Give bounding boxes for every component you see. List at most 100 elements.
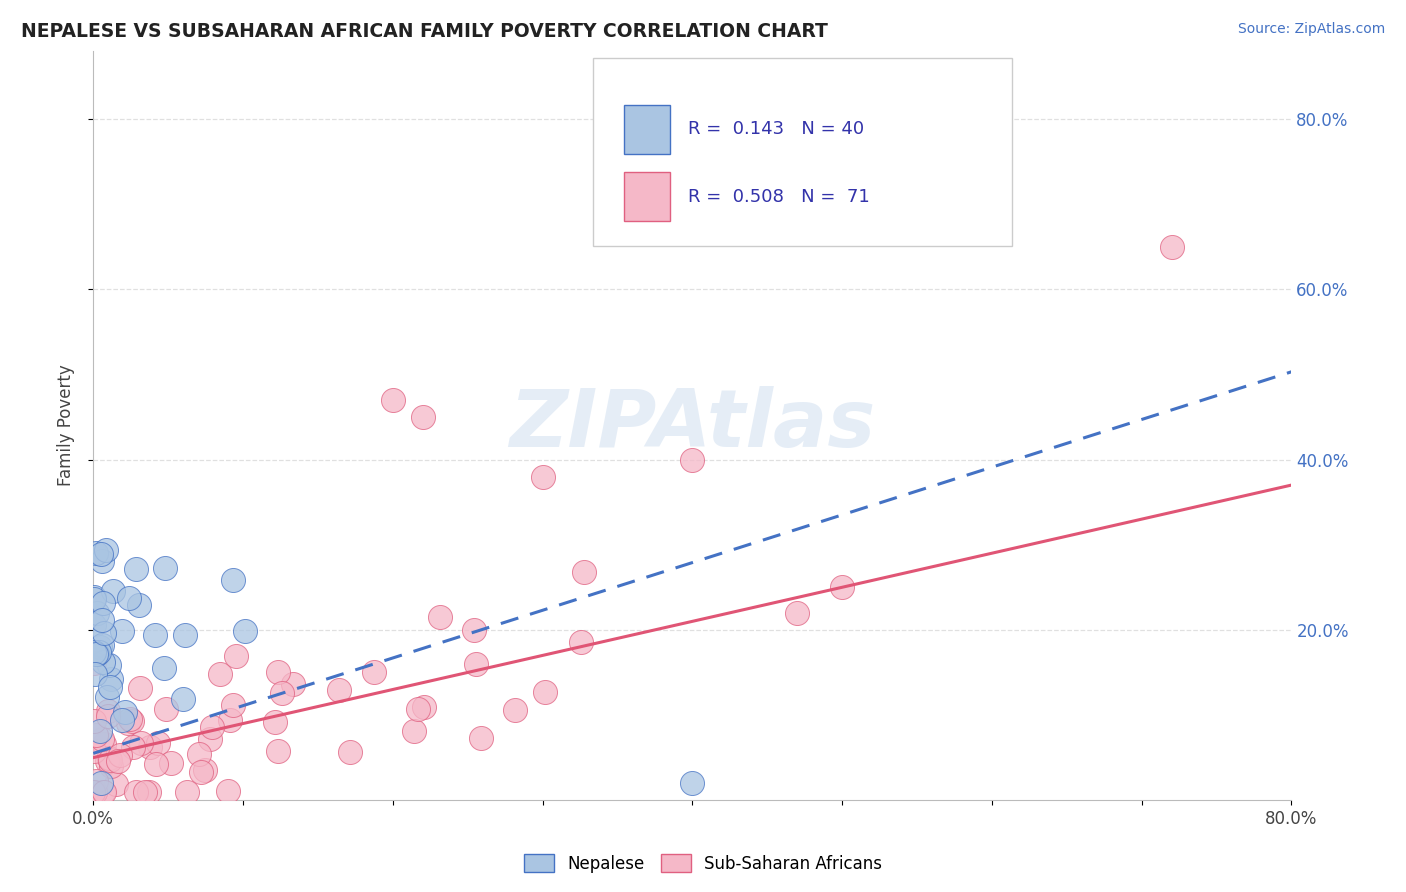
Point bbox=[681, 776, 703, 790]
Point bbox=[138, 739, 160, 754]
Point bbox=[93, 785, 115, 799]
Point bbox=[339, 745, 361, 759]
Point bbox=[98, 750, 121, 764]
Point bbox=[89, 640, 111, 654]
Point bbox=[90, 638, 112, 652]
Point bbox=[194, 763, 217, 777]
Point bbox=[83, 785, 105, 799]
Point bbox=[122, 739, 145, 754]
Point bbox=[128, 598, 150, 612]
Point bbox=[91, 613, 114, 627]
Point bbox=[100, 672, 122, 686]
Point bbox=[97, 657, 120, 672]
Point bbox=[208, 667, 231, 681]
Point bbox=[107, 754, 129, 768]
Point bbox=[98, 753, 121, 767]
Point bbox=[153, 561, 176, 575]
Point bbox=[91, 655, 114, 669]
Point bbox=[187, 747, 209, 761]
Point bbox=[429, 610, 451, 624]
Point bbox=[83, 617, 105, 632]
Point bbox=[222, 574, 245, 588]
Point bbox=[145, 756, 167, 771]
Point bbox=[281, 677, 304, 691]
Point bbox=[97, 704, 120, 718]
Point bbox=[681, 452, 703, 467]
Point bbox=[83, 592, 105, 607]
Point bbox=[503, 703, 526, 717]
Point bbox=[174, 628, 197, 642]
Point bbox=[531, 469, 554, 483]
Point bbox=[83, 591, 105, 605]
Point bbox=[111, 713, 134, 727]
Point bbox=[90, 554, 112, 568]
Bar bbox=[624, 172, 669, 221]
Point bbox=[91, 596, 114, 610]
Point bbox=[404, 723, 426, 738]
Point bbox=[267, 744, 290, 758]
Point bbox=[87, 645, 110, 659]
Text: R =  0.143   N = 40: R = 0.143 N = 40 bbox=[688, 120, 863, 138]
Point bbox=[90, 776, 112, 790]
Point bbox=[270, 685, 292, 699]
Point bbox=[82, 785, 104, 799]
Point bbox=[93, 785, 115, 799]
Point bbox=[108, 748, 131, 763]
Point bbox=[90, 547, 112, 561]
Point bbox=[111, 624, 134, 639]
Point bbox=[128, 681, 150, 695]
Point bbox=[1160, 239, 1182, 253]
Point bbox=[84, 667, 107, 681]
Point bbox=[406, 702, 429, 716]
Point bbox=[363, 665, 385, 680]
FancyBboxPatch shape bbox=[593, 58, 1012, 245]
Point bbox=[114, 705, 136, 719]
Point bbox=[129, 736, 152, 750]
Point bbox=[222, 698, 245, 712]
Point bbox=[138, 785, 160, 799]
Point bbox=[217, 784, 239, 798]
Point bbox=[98, 680, 121, 694]
Point bbox=[118, 591, 141, 606]
Bar bbox=[624, 105, 669, 153]
Text: ZIPAtlas: ZIPAtlas bbox=[509, 386, 876, 465]
Point bbox=[328, 683, 350, 698]
Point bbox=[172, 692, 194, 706]
Point bbox=[93, 625, 115, 640]
Point bbox=[233, 624, 256, 639]
Point bbox=[83, 645, 105, 659]
Point bbox=[89, 724, 111, 739]
Legend: Nepalese, Sub-Saharan Africans: Nepalese, Sub-Saharan Africans bbox=[517, 847, 889, 880]
Point bbox=[84, 785, 107, 799]
Point bbox=[97, 708, 120, 723]
Point bbox=[117, 716, 139, 731]
Point bbox=[831, 580, 853, 594]
Point bbox=[470, 731, 492, 745]
Point bbox=[84, 647, 107, 661]
Point bbox=[267, 665, 290, 679]
Point bbox=[143, 628, 166, 642]
Point bbox=[96, 690, 118, 704]
Point bbox=[84, 727, 107, 741]
Point bbox=[176, 785, 198, 799]
Point bbox=[198, 731, 221, 746]
Point bbox=[121, 714, 143, 728]
Point bbox=[120, 712, 142, 726]
Point bbox=[91, 732, 114, 747]
Point bbox=[159, 756, 181, 770]
Point bbox=[83, 714, 105, 728]
Point bbox=[201, 720, 224, 734]
Point bbox=[104, 777, 127, 791]
Y-axis label: Family Poverty: Family Poverty bbox=[58, 365, 75, 486]
Point bbox=[264, 714, 287, 729]
Point bbox=[93, 737, 115, 751]
Point bbox=[86, 546, 108, 560]
Point bbox=[96, 543, 118, 558]
Point bbox=[412, 409, 434, 424]
Point bbox=[381, 392, 404, 407]
Point bbox=[534, 685, 557, 699]
Point bbox=[125, 785, 148, 799]
Point bbox=[574, 565, 596, 579]
Point bbox=[152, 661, 174, 675]
Point bbox=[83, 744, 105, 758]
